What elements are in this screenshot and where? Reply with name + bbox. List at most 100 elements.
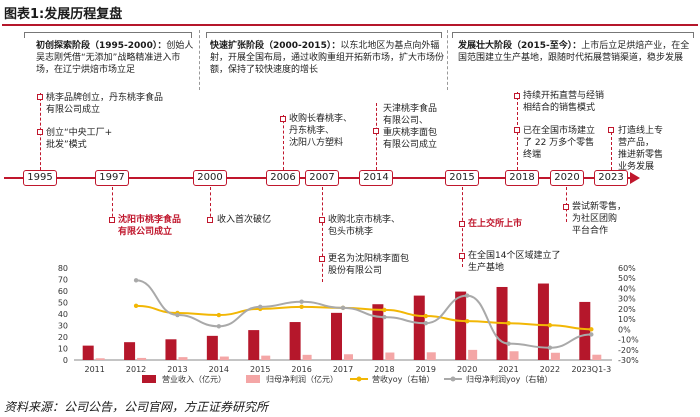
profit-yoy-point: [589, 332, 594, 337]
event-line: 持续开拓直营与经销: [523, 91, 605, 101]
event-tick: [462, 187, 463, 267]
y-right-tick-label: 20%: [618, 305, 636, 314]
event-tick: [210, 187, 211, 222]
x-tick-label: 2016: [291, 365, 311, 374]
event-line: 包头市桃李: [328, 227, 374, 237]
profit-yoy-point: [133, 278, 139, 283]
y-left-tick-label: 20: [58, 333, 68, 342]
profit-yoy-point: [175, 312, 180, 318]
event-marker: [459, 221, 465, 227]
event-2007a-below: 收购北京市桃李、 包头市桃李: [328, 214, 418, 238]
event-marker: [319, 256, 325, 262]
event-marker: [514, 93, 520, 99]
event-line: 收入首次破亿: [217, 215, 272, 225]
y-left-tick-label: 40: [58, 310, 68, 319]
x-tick-label: 2019: [416, 365, 436, 374]
y-right-tick-label: -10%: [618, 336, 639, 345]
event-2015b-below: 在全国14个区域建立了 生产基地: [468, 250, 578, 274]
revenue-yoy-point: [423, 313, 428, 319]
year-badge: 2015: [445, 170, 479, 186]
event-line: 业务发展: [618, 162, 655, 172]
revenue-yoy-point: [299, 304, 304, 310]
y-right-tick-label: 60%: [618, 264, 636, 273]
title-rule: [2, 24, 698, 26]
y-left-tick-label: 60: [58, 287, 68, 296]
event-marker: [37, 129, 43, 135]
event-2014: 天津桃李食品 有限公司、 重庆桃李面包 有限公司成立: [383, 103, 455, 151]
event-2000-below: 收入首次破亿: [217, 214, 287, 226]
net-profit-bar: [550, 352, 560, 360]
legend-label: 归母净利润（亿元）: [266, 374, 338, 384]
profit-yoy-point: [216, 324, 222, 329]
event-line: 推进新零售: [618, 150, 664, 160]
stage-separator: [199, 30, 200, 90]
net-profit-bar: [468, 349, 478, 360]
legend-swatch: [450, 376, 456, 382]
net-profit-bar: [302, 354, 312, 360]
event-line: 有限公司、: [383, 116, 429, 126]
revenue-bar: [124, 342, 136, 360]
x-tick-label: 2022: [540, 365, 560, 374]
event-line: 生产基地: [468, 263, 505, 273]
stage-2: 快速扩张阶段（2000-2015）：以东北地区为基点向外辐射，开展全国布局，通过…: [206, 40, 444, 88]
event-line: 有限公司成立: [46, 105, 101, 115]
revenue-bar: [248, 330, 260, 360]
profit-yoy-point: [547, 345, 553, 350]
event-line: 了 22 万多个零售: [523, 138, 595, 148]
event-line: 收购北京市桃李、: [328, 215, 401, 225]
net-profit-bar: [426, 352, 436, 360]
event-line: 创立“中央工厂+: [46, 128, 113, 138]
event-line: 营产品，: [618, 138, 655, 148]
profit-yoy-point: [506, 341, 511, 346]
event-marker: [319, 217, 325, 223]
net-profit-bar: [385, 352, 395, 360]
legend-swatch: [142, 375, 156, 383]
stage-bracket-3: [452, 32, 694, 38]
year-badge: 2023: [594, 170, 628, 186]
net-profit-bar: [137, 357, 147, 360]
timeline-arrow: [630, 172, 640, 184]
x-tick-label: 2014: [209, 365, 229, 374]
legend-label: 营业收入（亿元）: [162, 374, 226, 384]
event-marker: [563, 204, 569, 210]
event-1997-below: 沈阳市桃李食品 有限公司成立: [118, 214, 208, 238]
event-line: 沈阳八方塑料: [289, 138, 344, 148]
legend-label: 归母净利润yoy（右轴）: [466, 374, 552, 384]
x-tick-label: 2012: [126, 365, 146, 374]
net-profit-bar: [344, 354, 353, 360]
revenue-yoy-point: [547, 323, 553, 328]
revenue-bar: [331, 312, 342, 360]
event-line: 为社区团购: [572, 214, 618, 224]
year-badge: 2000: [193, 170, 227, 186]
profit-yoy-point: [423, 321, 428, 326]
stage-1-text: 创始人吴志刚凭借“无添加”战略精准进入市场，在辽宁烘焙市场立足: [36, 41, 194, 75]
event-line: 收购长春桃李、: [289, 114, 353, 124]
event-marker: [280, 116, 286, 122]
event-1995: 桃李品牌创立，丹东桃李食品 有限公司成立: [46, 92, 196, 116]
revenue-bar: [537, 283, 549, 360]
year-badge: 2014: [359, 170, 393, 186]
event-2023: 打造线上专 营产品， 推进新零售 业务发展: [618, 125, 698, 173]
x-tick-label: 2020: [457, 365, 477, 374]
event-marker: [373, 128, 379, 134]
stage-bracket-1: [24, 32, 192, 38]
x-tick-label: 2018: [374, 365, 394, 374]
revenue-bar: [165, 339, 177, 360]
revenue-yoy-point: [133, 303, 139, 309]
y-left-tick-label: 0: [63, 356, 68, 365]
event-line: 有限公司成立: [118, 227, 173, 237]
y-right-tick-label: 40%: [618, 284, 636, 293]
x-tick-label: 2017: [333, 365, 353, 374]
stage-2-text: 以东北地区为基点向外辐射，开展全国布局，通过收购重组开拓新市场，扩大市场份额，保…: [210, 41, 445, 75]
event-line: 尝试新零售，: [572, 202, 627, 212]
source-note: 资料来源：公司公告，公司官网，方正证券研究所: [4, 400, 269, 414]
year-badge: 2018: [505, 170, 539, 186]
year-badge: 2006: [266, 170, 300, 186]
event-line: 相结合的销售模式: [523, 103, 596, 113]
event-2007b-below: 更名为沈阳桃李面包 股份有限公司: [328, 253, 428, 277]
event-2018b: 已在全国市场建立 了 22 万多个零售 终端: [523, 125, 613, 161]
revenue-bar: [413, 295, 425, 360]
revenue-bar: [455, 291, 467, 360]
event-marker: [608, 127, 614, 133]
revenue-bar: [579, 301, 591, 360]
